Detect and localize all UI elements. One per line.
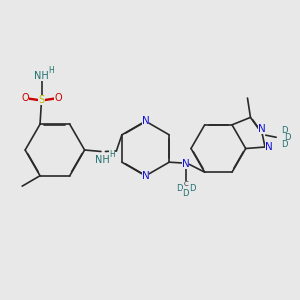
Text: O: O	[54, 93, 62, 103]
Text: S: S	[38, 95, 45, 106]
Text: H: H	[110, 150, 115, 159]
Text: D: D	[182, 189, 189, 198]
Text: NH: NH	[34, 71, 49, 81]
Text: O: O	[21, 93, 29, 103]
Text: D: D	[176, 184, 182, 193]
Text: N: N	[258, 124, 266, 134]
Text: D: D	[280, 140, 287, 149]
Text: D: D	[280, 126, 287, 135]
Text: D: D	[284, 134, 291, 142]
Text: N: N	[265, 142, 272, 152]
Text: C: C	[183, 182, 188, 188]
Text: N: N	[182, 159, 189, 169]
Text: D: D	[189, 184, 195, 193]
Text: H: H	[48, 66, 54, 75]
Text: NH: NH	[95, 155, 110, 165]
Text: N: N	[142, 116, 149, 126]
Text: N: N	[142, 171, 149, 181]
